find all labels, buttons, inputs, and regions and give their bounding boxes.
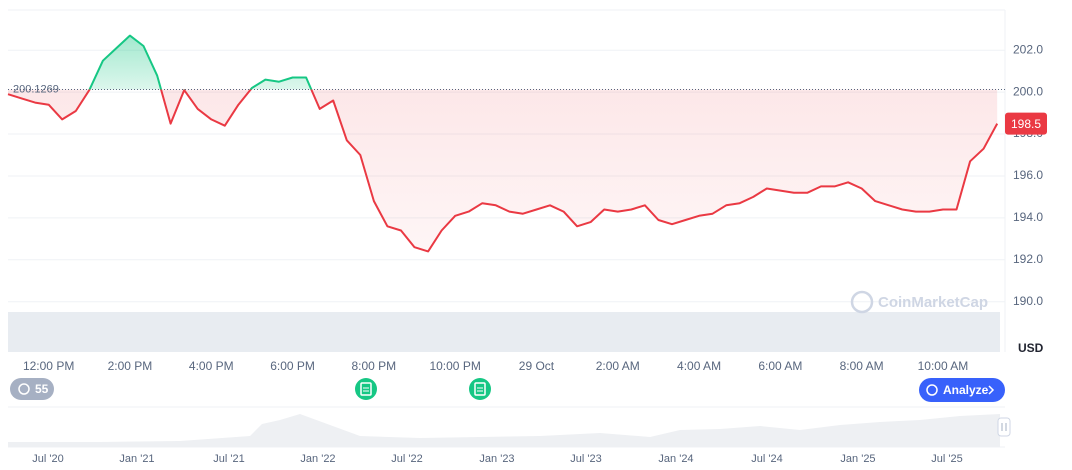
navigator-label: Jan '25 xyxy=(840,453,875,465)
x-tick-label: 29 Oct xyxy=(519,359,555,373)
navigator-label: Jan '23 xyxy=(479,453,514,465)
baseline-label: 200.1269 xyxy=(13,83,59,95)
navigator xyxy=(8,406,1011,448)
x-tick-label: 10:00 PM xyxy=(429,359,480,373)
x-tick-label: 12:00 PM xyxy=(23,359,74,373)
y-tick-label: 190.0 xyxy=(1013,294,1043,308)
y-tick-label: 192.0 xyxy=(1013,252,1043,266)
x-tick-label: 6:00 PM xyxy=(270,359,315,373)
price-tag: 198.5 xyxy=(1011,117,1041,131)
x-tick-label: 4:00 AM xyxy=(677,359,721,373)
analyze-button[interactable]: Analyze xyxy=(919,378,1005,402)
navigator-label: Jul '23 xyxy=(570,453,601,465)
y-unit: USD xyxy=(1018,341,1044,355)
navigator-label: Jul '22 xyxy=(391,453,422,465)
watermark-text: CoinMarketCap xyxy=(878,294,988,311)
history-badge[interactable]: 55 xyxy=(10,378,54,400)
x-tick-label: 8:00 PM xyxy=(351,359,396,373)
y-tick-label: 202.0 xyxy=(1013,42,1043,56)
history-count: 55 xyxy=(35,382,49,396)
event-icon[interactable] xyxy=(469,378,491,400)
analyze-label[interactable]: Analyze xyxy=(943,383,989,397)
event-icon[interactable] xyxy=(355,378,377,400)
x-tick-label: 8:00 AM xyxy=(840,359,884,373)
navigator-label: Jan '24 xyxy=(658,453,693,465)
navigator-labels: Jul '20 Jan '21 Jul '21 Jan '22 Jul '22 Jan '… xyxy=(32,453,962,465)
watermark: CoinMarketCap xyxy=(850,290,988,314)
area-fill xyxy=(8,35,998,252)
x-tick-label: 2:00 AM xyxy=(596,359,640,373)
navigator-label: Jul '20 xyxy=(32,453,63,465)
volume-band xyxy=(8,312,1000,352)
x-tick-label: 10:00 AM xyxy=(918,359,969,373)
navigator-label: Jan '21 xyxy=(119,453,154,465)
plot xyxy=(7,34,1005,303)
x-tick-label: 2:00 PM xyxy=(108,359,153,373)
navigator-label: Jul '24 xyxy=(751,453,782,465)
price-tag-box xyxy=(1005,112,1047,135)
x-tick-label: 4:00 PM xyxy=(189,359,234,373)
x-tick-label: 6:00 AM xyxy=(758,359,802,373)
price-line xyxy=(7,34,999,253)
y-tick-label: 200.0 xyxy=(1013,84,1043,98)
navigator-label: Jul '25 xyxy=(931,453,962,465)
navigator-label: Jul '21 xyxy=(213,453,244,465)
navigator-label: Jan '22 xyxy=(300,453,335,465)
y-tick-label: 194.0 xyxy=(1013,210,1043,224)
y-tick-label: 196.0 xyxy=(1013,168,1043,182)
